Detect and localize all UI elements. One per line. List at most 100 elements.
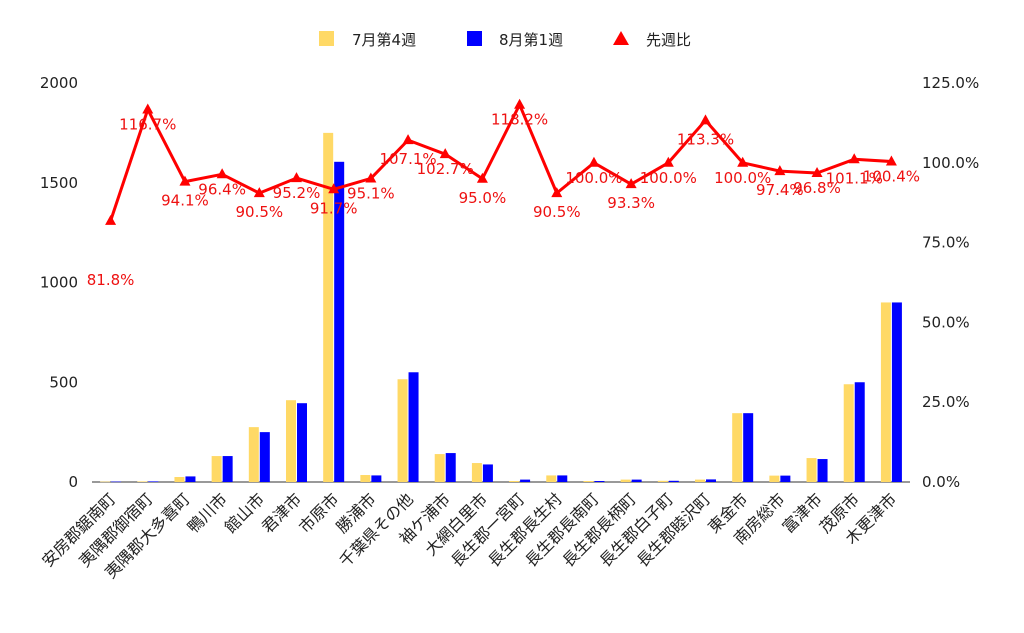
data-label-先週比-勝浦市: 95.1% (347, 184, 395, 202)
point-先週比-安房郡鋸南町 (105, 214, 117, 225)
bar-7月第4週-長生郡長生村 (546, 475, 557, 482)
x-tick-label-鴨川市: 鴨川市 (184, 489, 231, 536)
category-labels: 安房郡鋸南町夷隅郡御宿町夷隅郡大多喜町鴨川市館山市君津市市原市勝浦市千葉県その他… (38, 489, 900, 582)
bar-8月第1週-安房郡鋸南町 (111, 481, 122, 483)
bar-7月第4週-鴨川市 (211, 456, 222, 482)
legend: 7月第4週 8月第1週 先週比 (319, 31, 691, 49)
y-left-tick-label: 2000 (40, 74, 78, 92)
bar-8月第1週-市原市 (334, 161, 345, 483)
data-label-先週比-長生郡一宮町: 118.2% (491, 111, 548, 129)
point-先週比-千葉県その他 (402, 134, 414, 145)
bar-7月第4週-長生郡一宮町 (509, 481, 520, 482)
point-先週比-茂原市 (848, 153, 860, 164)
point-先週比-木更津市 (885, 155, 897, 166)
point-先週比-勝浦市 (365, 172, 377, 183)
bar-7月第4週-君津市 (286, 400, 296, 482)
legend-swatch-先週比 (613, 31, 629, 45)
data-label-先週比-千葉県その他: 107.1% (379, 150, 436, 168)
data-label-先週比-袖ケ浦市: 102.7% (417, 160, 474, 178)
data-label-先週比-長生郡長生村: 90.5% (533, 203, 581, 221)
bar-8月第1週-富津市 (817, 459, 828, 482)
bar-8月第1週-東金市 (743, 413, 754, 482)
bar-8月第1週-袖ケ浦市 (445, 453, 456, 482)
bar-8月第1週-勝浦市 (371, 475, 382, 482)
point-先週比-大網白里市 (476, 172, 488, 183)
data-label-先週比-君津市: 95.2% (273, 184, 321, 202)
data-label-先週比-富津市: 96.8% (793, 179, 841, 197)
bar-7月第4週-館山市 (248, 427, 259, 482)
point-先週比-南房総市 (774, 165, 786, 176)
bar-7月第4週-南房総市 (769, 475, 780, 482)
bar-8月第1週-長生郡一宮町 (520, 479, 531, 482)
bar-8月第1週-大網白里市 (482, 464, 493, 482)
bar-7月第4週-東金市 (732, 413, 743, 482)
point-先週比-市原市 (328, 183, 340, 194)
point-先週比-東金市 (737, 156, 749, 167)
bar-8月第1週-夷隅郡大多喜町 (185, 476, 196, 482)
ratio-line: 81.8%116.7%94.1%96.4%90.5%95.2%91.7%95.1… (87, 98, 920, 289)
bar-8月第1週-長生郡長南町 (594, 481, 605, 482)
bar-7月第4週-木更津市 (880, 302, 891, 482)
data-label-先週比-大網白里市: 95.0% (459, 189, 507, 207)
bar-7月第4週-茂原市 (843, 384, 854, 482)
bar-7月第4週-長生郡白子町 (657, 480, 668, 482)
bar-7月第4週-長生郡睦沢町 (695, 479, 705, 482)
point-先週比-長生郡睦沢町 (700, 114, 711, 125)
point-先週比-長生郡一宮町 (514, 98, 526, 109)
bar-7月第4週-長生郡長南町 (583, 481, 594, 482)
y-right-tick-label: 0.0% (922, 473, 960, 491)
point-先週比-館山市 (253, 187, 265, 198)
bar-8月第1週-長生郡長柄町 (631, 479, 642, 482)
bars (100, 132, 902, 483)
bar-7月第4週-夷隅郡御宿町 (137, 481, 148, 482)
axes: 0 500 1000 1500 2000 0.0% 25.0% 50.0% 75.0% 100.0… (40, 74, 979, 491)
bar-8月第1週-茂原市 (854, 382, 865, 482)
y-left-tick-label: 500 (49, 373, 78, 391)
x-tick-label-富津市: 富津市 (778, 489, 825, 536)
bar-8月第1週-南房総市 (780, 475, 791, 482)
y-left-tick-label: 0 (68, 473, 78, 491)
data-label-先週比-鴨川市: 96.4% (198, 180, 246, 198)
x-tick-label-市原市: 市原市 (295, 489, 342, 536)
point-先週比-長生郡白子町 (662, 156, 674, 167)
y-right-tick-label: 25.0% (922, 393, 970, 411)
y-right-tick-label: 100.0% (922, 154, 979, 172)
data-label-先週比-夷隅郡御宿町: 116.7% (119, 115, 176, 133)
point-先週比-長生郡長柄町 (625, 178, 637, 189)
point-先週比-君津市 (291, 172, 302, 183)
data-label-先週比-東金市: 100.0% (714, 169, 771, 187)
bar-7月第4週-千葉県その他 (397, 379, 408, 482)
legend-swatch-7月第4週 (319, 31, 334, 46)
bar-8月第1週-長生郡睦沢町 (706, 479, 716, 482)
bar-7月第4週-夷隅郡大多喜町 (174, 477, 185, 482)
bar-7月第4週-袖ケ浦市 (434, 454, 445, 482)
data-label-先週比-夷隅郡大多喜町: 94.1% (161, 192, 209, 210)
point-先週比-長生郡長南町 (588, 156, 600, 167)
bar-7月第4週-大網白里市 (471, 463, 482, 482)
data-label-先週比-館山市: 90.5% (235, 203, 283, 221)
point-先週比-夷隅郡大多喜町 (179, 175, 191, 186)
bar-8月第1週-木更津市 (891, 302, 902, 482)
bar-8月第1週-長生郡白子町 (668, 480, 679, 482)
legend-swatch-8月第1週 (467, 31, 482, 46)
bar-8月第1週-千葉県その他 (408, 372, 419, 482)
point-先週比-夷隅郡御宿町 (142, 103, 154, 114)
bar-8月第1週-君津市 (297, 403, 307, 482)
series-line-先週比 (109, 103, 892, 222)
bar-7月第4週-安房郡鋸南町 (100, 481, 111, 483)
legend-label-7月第4週: 7月第4週 (352, 31, 416, 49)
point-先週比-長生郡長生村 (551, 187, 563, 198)
data-label-先週比-安房郡鋸南町: 81.8% (87, 271, 135, 289)
bar-8月第1週-鴨川市 (222, 456, 233, 482)
bar-7月第4週-市原市 (323, 132, 334, 482)
y-right-tick-label: 125.0% (922, 74, 979, 92)
data-label-先週比-長生郡長柄町: 93.3% (607, 194, 655, 212)
data-label-先週比-南房総市: 97.4% (756, 181, 804, 199)
bar-8月第1週-館山市 (259, 432, 270, 482)
bar-7月第4週-勝浦市 (360, 475, 371, 482)
data-label-先週比-茂原市: 101.1% (826, 169, 883, 187)
data-label-先週比-長生郡長南町: 100.0% (565, 169, 622, 187)
legend-label-先週比: 先週比 (646, 31, 691, 49)
point-先週比-富津市 (811, 167, 823, 178)
